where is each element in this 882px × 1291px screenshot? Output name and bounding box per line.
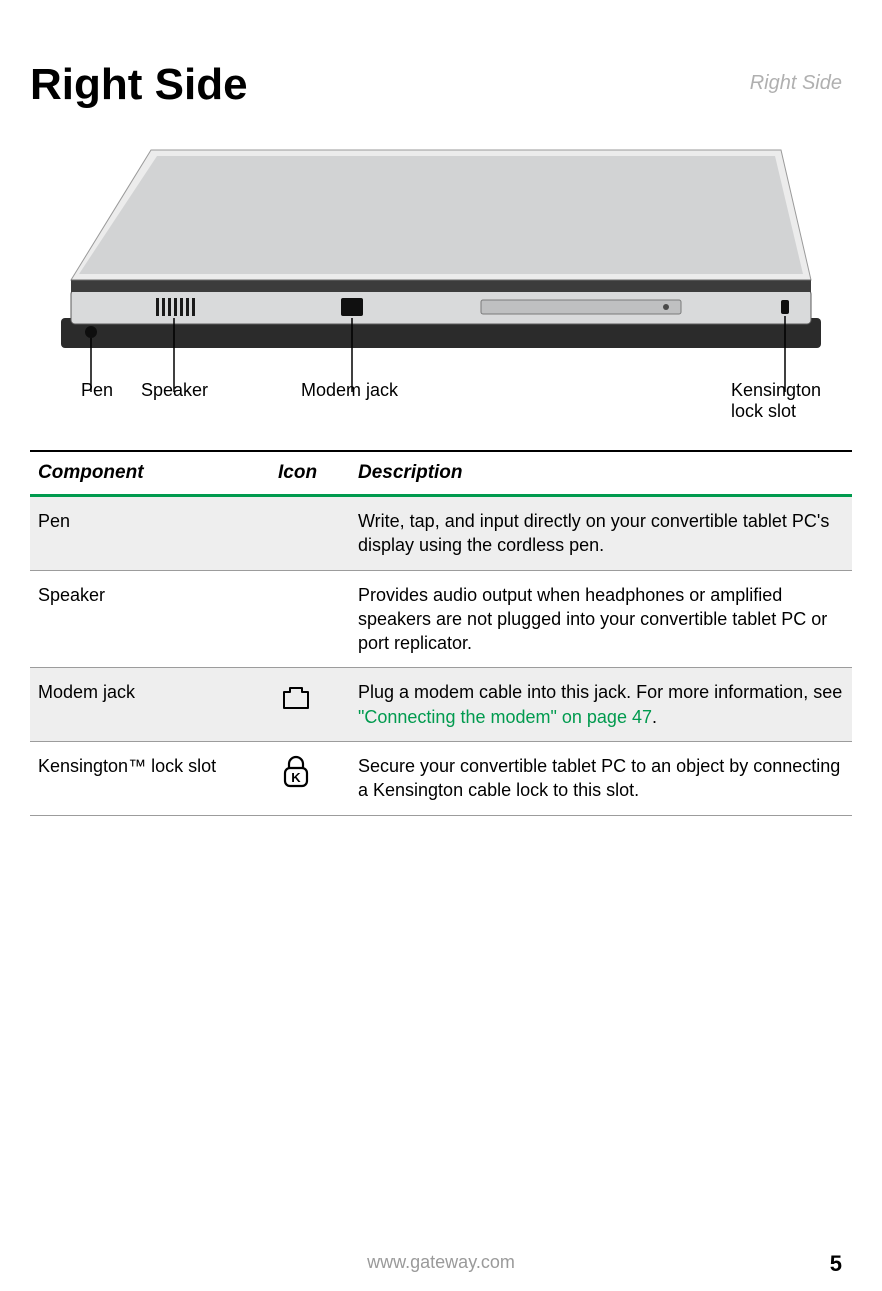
components-table: Component Icon Description Pen Write, ta…: [30, 450, 852, 816]
laptop-side-illustration: [61, 140, 821, 360]
modem-desc-link[interactable]: "Connecting the modem" on page 47: [358, 707, 652, 727]
callout-kensington: Kensington lock slot: [731, 380, 821, 422]
modem-desc-post: .: [652, 707, 657, 727]
page-title: Right Side: [30, 60, 852, 110]
cell-icon-speaker: [270, 570, 350, 668]
table-header-row: Component Icon Description: [30, 451, 852, 496]
kensington-lock-icon: K: [278, 754, 314, 790]
running-head: Right Side: [750, 72, 842, 95]
cell-component-kensington: Kensington™ lock slot: [30, 742, 270, 816]
header-component: Component: [30, 451, 270, 496]
product-figure: [61, 140, 821, 360]
page-number: 5: [830, 1251, 842, 1277]
callout-labels: Pen Speaker Modem jack Kensington lock s…: [61, 380, 821, 440]
table-row: Modem jack Plug a modem cable into this …: [30, 668, 852, 742]
callout-kensington-line2: lock slot: [731, 401, 796, 421]
callout-kensington-line1: Kensington: [731, 380, 821, 400]
table-row: Speaker Provides audio output when headp…: [30, 570, 852, 668]
callout-pen: Pen: [81, 380, 113, 401]
callout-modem: Modem jack: [301, 380, 398, 401]
cell-component-speaker: Speaker: [30, 570, 270, 668]
cell-icon-modem: [270, 668, 350, 742]
cell-description-kensington: Secure your convertible tablet PC to an …: [350, 742, 852, 816]
cell-description-modem: Plug a modem cable into this jack. For m…: [350, 668, 852, 742]
modem-desc-pre: Plug a modem cable into this jack. For m…: [358, 682, 842, 702]
table-row: Pen Write, tap, and input directly on yo…: [30, 496, 852, 571]
cell-component-pen: Pen: [30, 496, 270, 571]
cell-component-modem: Modem jack: [30, 668, 270, 742]
page: Right Side Right Side: [0, 60, 882, 1291]
header-description: Description: [350, 451, 852, 496]
callout-speaker: Speaker: [141, 380, 208, 401]
modem-jack-icon: [278, 680, 314, 716]
cell-description-speaker: Provides audio output when headphones or…: [350, 570, 852, 668]
header-icon: Icon: [270, 451, 350, 496]
cell-description-pen: Write, tap, and input directly on your c…: [350, 496, 852, 571]
cell-icon-pen: [270, 496, 350, 571]
footer-url: www.gateway.com: [0, 1252, 882, 1273]
svg-text:K: K: [291, 770, 301, 785]
table-row: Kensington™ lock slot K Secure your conv…: [30, 742, 852, 816]
cell-icon-kensington: K: [270, 742, 350, 816]
